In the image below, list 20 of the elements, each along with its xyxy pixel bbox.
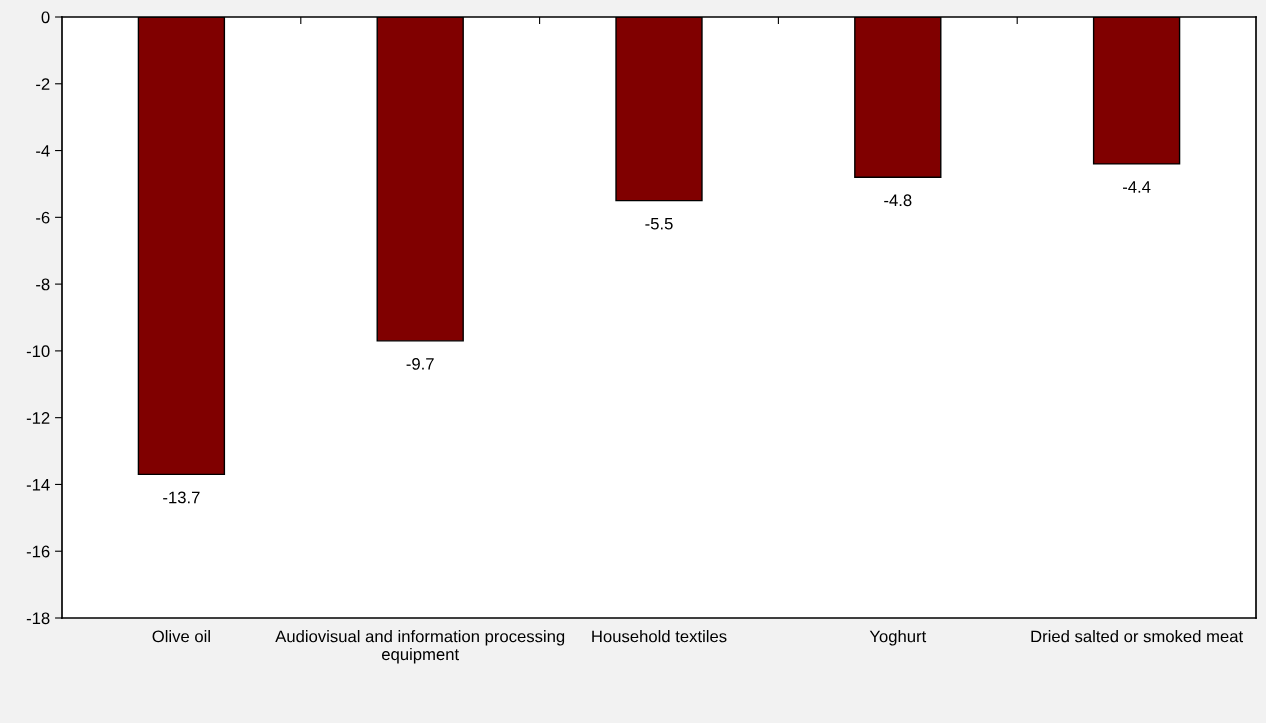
y-tick-label: -8 [36, 278, 50, 291]
data-label: -5.5 [645, 217, 673, 230]
y-tick-label: -16 [26, 545, 50, 558]
data-label: -4.4 [1122, 181, 1151, 193]
y-tick-label: -18 [26, 612, 50, 625]
y-tick-label: 0 [41, 11, 50, 24]
y-tick-label: -6 [36, 211, 50, 224]
data-label: -13.7 [163, 491, 200, 504]
x-tick-label: Dried salted or smoked meat [1031, 630, 1244, 643]
data-label: -9.7 [406, 357, 434, 370]
y-tick-label: -14 [26, 479, 50, 491]
x-tick-label: Audiovisual and information processing equipment [275, 630, 565, 664]
x-tick-label: Olive oil [152, 630, 210, 643]
y-tick-label: -2 [36, 78, 50, 90]
y-tick-label: -12 [26, 412, 50, 424]
data-label: -4.8 [884, 194, 912, 207]
y-tick-label: -10 [26, 345, 50, 358]
x-tick-label: Yoghurt [869, 630, 927, 646]
y-tick-label: -4 [36, 145, 50, 157]
x-tick-label: Household textiles [592, 630, 727, 643]
